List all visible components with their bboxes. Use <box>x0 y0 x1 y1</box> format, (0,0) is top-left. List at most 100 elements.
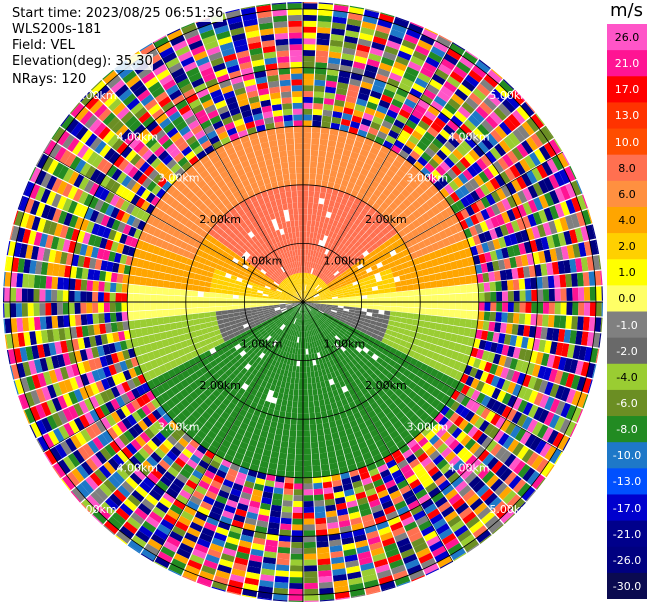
velocity-gate <box>554 416 566 432</box>
velocity-gate <box>378 293 385 298</box>
velocity-gate <box>314 276 319 283</box>
velocity-gate <box>360 340 367 347</box>
velocity-gate <box>294 471 303 478</box>
velocity-gate <box>344 256 351 263</box>
velocity-gate <box>384 288 391 294</box>
velocity-gate <box>470 319 478 329</box>
velocity-gate <box>316 312 322 317</box>
velocity-gate <box>480 263 489 273</box>
velocity-gate <box>299 372 303 379</box>
velocity-gate <box>399 322 407 329</box>
velocity-gate <box>536 477 546 490</box>
velocity-gate <box>366 290 373 295</box>
velocity-gate <box>343 302 350 305</box>
velocity-gate <box>311 126 321 133</box>
velocity-gate <box>381 368 390 377</box>
velocity-gate <box>528 325 537 338</box>
velocity-gate <box>324 398 331 406</box>
velocity-gate <box>494 365 504 377</box>
velocity-gate <box>357 254 365 261</box>
velocity-gate <box>385 134 397 145</box>
velocity-gate <box>379 270 387 277</box>
velocity-gate <box>390 330 398 338</box>
velocity-gate <box>542 427 554 442</box>
velocity-gate <box>397 193 407 203</box>
velocity-gate <box>317 15 332 23</box>
velocity-gate <box>192 285 199 291</box>
velocity-gate <box>299 366 303 373</box>
velocity-gate <box>402 124 414 135</box>
velocity-gate <box>409 357 418 366</box>
velocity-gate <box>405 139 417 150</box>
velocity-gate <box>452 459 465 472</box>
velocity-gate <box>349 302 356 305</box>
velocity-gate <box>377 223 386 232</box>
velocity-gate <box>295 442 303 449</box>
velocity-gate <box>507 302 514 313</box>
velocity-gate <box>340 337 347 344</box>
velocity-gate <box>354 370 363 378</box>
velocity-gate <box>586 224 596 240</box>
velocity-gate <box>423 238 432 247</box>
velocity-gate <box>375 321 383 328</box>
velocity-gate <box>379 327 387 334</box>
velocity-gate <box>326 236 332 244</box>
velocity-gate <box>322 313 329 318</box>
velocity-gate <box>324 163 332 171</box>
velocity-gate <box>542 302 550 314</box>
velocity-gate <box>402 296 409 302</box>
velocity-gate <box>288 588 303 595</box>
velocity-gate <box>578 242 587 257</box>
velocity-gate <box>502 490 517 505</box>
velocity-gate <box>341 230 348 238</box>
velocity-gate <box>394 281 402 287</box>
velocity-gate <box>519 158 531 173</box>
velocity-gate <box>469 458 482 472</box>
velocity-gate <box>315 50 329 58</box>
velocity-gate <box>538 145 552 161</box>
velocity-gate <box>331 305 338 308</box>
velocity-gate <box>133 293 140 302</box>
velocity-gate <box>425 308 432 315</box>
velocity-gate <box>314 299 321 301</box>
velocity-gate <box>296 436 303 443</box>
velocity-gate <box>443 124 456 136</box>
velocity-gate <box>514 427 527 442</box>
velocity-gate <box>375 73 389 83</box>
velocity-gate <box>458 484 472 498</box>
velocity-gate <box>494 226 504 238</box>
velocity-gate <box>238 292 246 296</box>
velocity-gate <box>323 312 330 317</box>
velocity-gate <box>333 227 340 234</box>
velocity-gate <box>320 458 329 466</box>
velocity-gate <box>303 495 314 502</box>
velocity-gate <box>464 438 477 451</box>
velocity-gate <box>478 359 487 371</box>
velocity-gate <box>420 67 434 79</box>
velocity-gate <box>352 61 366 70</box>
velocity-gate <box>366 257 374 264</box>
velocity-gate <box>395 169 406 179</box>
velocity-gate <box>309 267 312 274</box>
velocity-gate <box>385 169 396 179</box>
velocity-gate <box>448 286 456 294</box>
velocity-gate <box>461 101 475 115</box>
velocity-gate <box>506 279 514 291</box>
velocity-gate <box>297 413 303 420</box>
velocity-gate <box>303 225 307 232</box>
velocity-gate <box>600 317 603 333</box>
velocity-gate <box>400 77 414 88</box>
velocity-gate <box>455 211 465 222</box>
velocity-gate <box>500 184 512 198</box>
velocity-gate <box>583 302 591 316</box>
velocity-gate <box>472 292 479 302</box>
velocity-gate <box>524 433 537 448</box>
velocity-gate <box>518 348 527 361</box>
velocity-gate <box>469 497 484 511</box>
velocity-gate <box>464 136 477 149</box>
velocity-gate <box>425 405 436 416</box>
velocity-gate <box>402 226 411 235</box>
velocity-gate <box>374 155 385 165</box>
velocity-gate <box>390 266 398 273</box>
velocity-gate <box>489 281 497 292</box>
